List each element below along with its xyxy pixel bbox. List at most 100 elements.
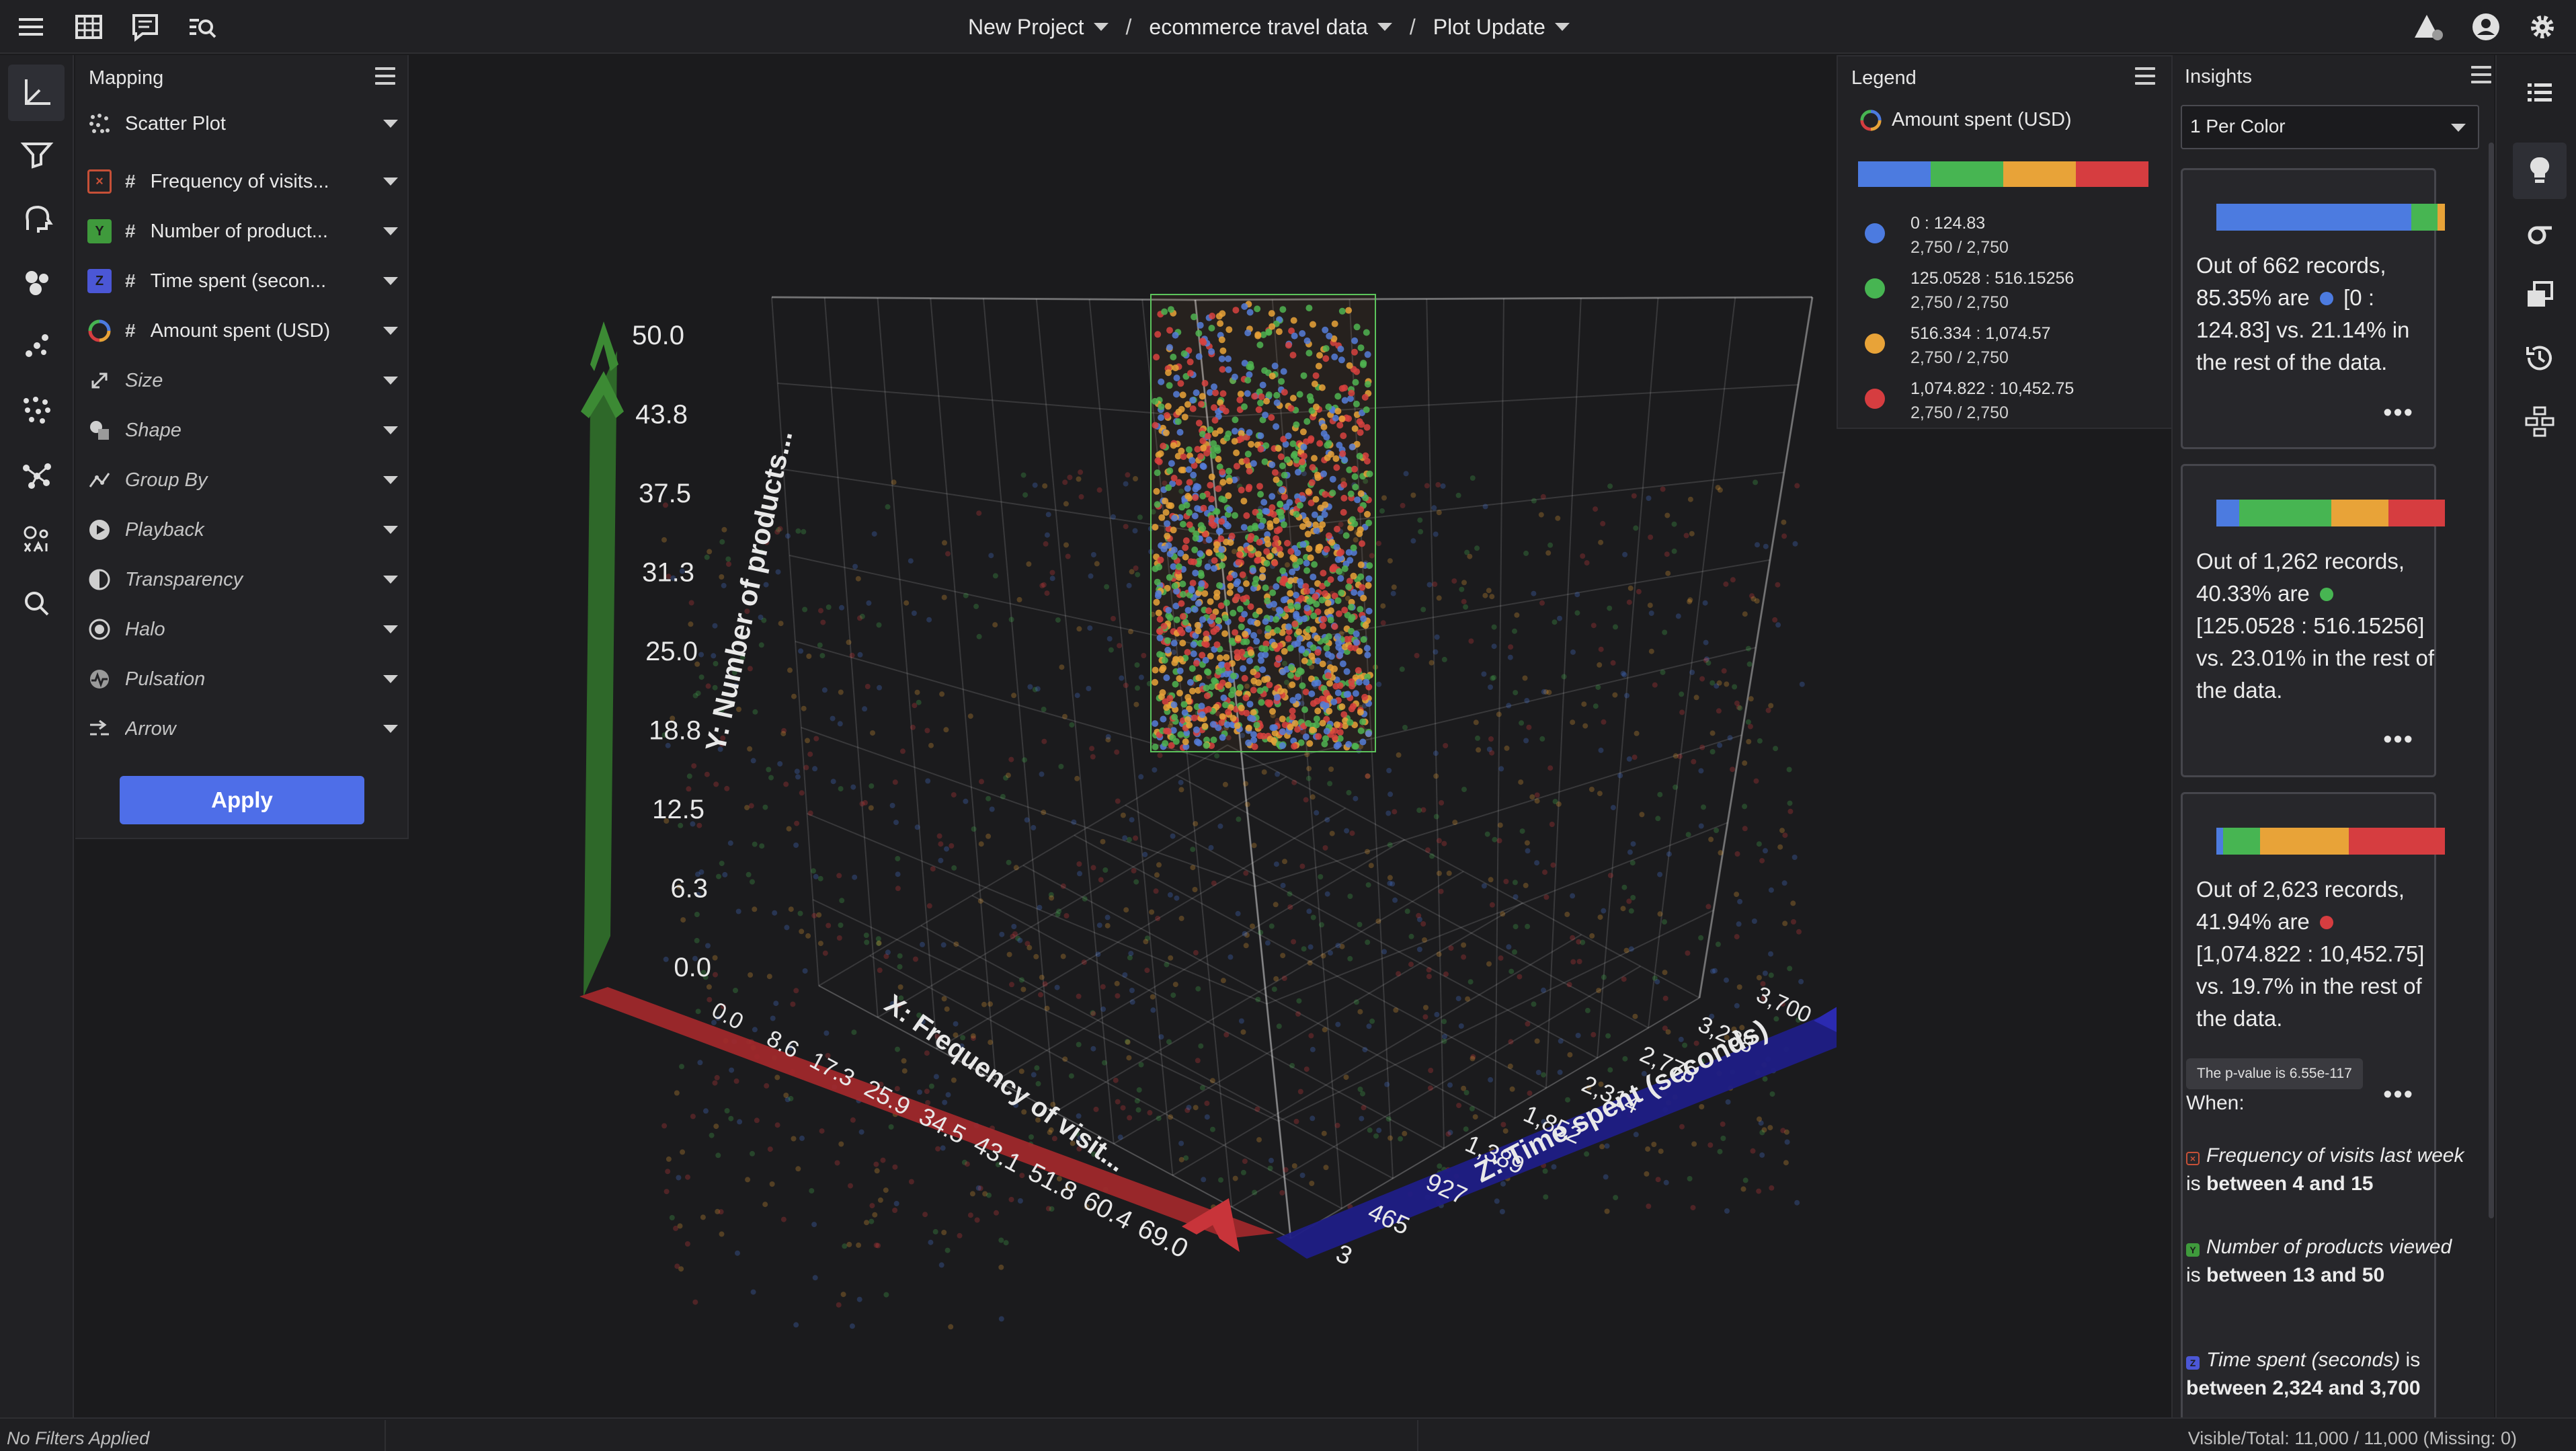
data-point bbox=[1155, 915, 1161, 921]
legend-item[interactable]: 1,074.822 : 10,452.75 2,750 / 2,750 bbox=[1865, 379, 2161, 433]
data-point bbox=[745, 1177, 751, 1183]
mapping-transparency-row[interactable]: Transparency bbox=[87, 559, 403, 600]
mapping-menu-icon[interactable] bbox=[375, 67, 395, 85]
data-point bbox=[1599, 1144, 1605, 1150]
legend-item[interactable]: 125.0528 : 516.15256 2,750 / 2,750 bbox=[1865, 269, 2161, 323]
size-label: Size bbox=[125, 369, 163, 391]
mapping-shape-row[interactable]: Shape bbox=[87, 410, 403, 450]
data-point bbox=[759, 843, 765, 849]
data-point bbox=[1584, 560, 1590, 566]
lightbulb-icon[interactable] bbox=[2522, 153, 2557, 188]
insights-menu-icon[interactable] bbox=[2471, 66, 2491, 83]
breadcrumb-project[interactable]: New Project bbox=[968, 15, 1109, 40]
mapping-size-row[interactable]: Size bbox=[87, 360, 403, 401]
data-point bbox=[1768, 703, 1774, 709]
data-point bbox=[1718, 850, 1724, 856]
insight-color-dot bbox=[2319, 292, 2333, 305]
mapping-pulsation-row[interactable]: Pulsation bbox=[87, 659, 403, 699]
data-point bbox=[1687, 598, 1693, 604]
data-point bbox=[1750, 596, 1757, 602]
data-point bbox=[864, 1220, 869, 1226]
data-point bbox=[1168, 742, 1175, 749]
data-point bbox=[896, 1002, 902, 1008]
condition-y: Y Number of products viewed is between 13… bbox=[2186, 1233, 2468, 1290]
mapping-x-row[interactable]: × # Frequency of visits... bbox=[87, 161, 403, 202]
data-point bbox=[1022, 757, 1027, 763]
history-icon[interactable] bbox=[2522, 340, 2557, 375]
notes-icon[interactable] bbox=[128, 9, 163, 44]
data-point bbox=[1384, 1081, 1390, 1087]
mapping-halo-row[interactable]: Halo bbox=[87, 609, 403, 650]
mapping-y-row[interactable]: Y # Number of product... bbox=[87, 211, 403, 251]
ai-head-icon[interactable] bbox=[18, 200, 56, 238]
search-data-icon[interactable] bbox=[186, 9, 220, 44]
insights-scrollbar[interactable] bbox=[2489, 143, 2494, 1218]
data-point bbox=[1208, 520, 1215, 527]
data-point bbox=[1115, 1099, 1121, 1105]
data-point bbox=[1304, 531, 1312, 538]
insight-more-button[interactable]: ••• bbox=[2383, 399, 2414, 427]
legend-item[interactable]: 0 : 124.83 2,750 / 2,750 bbox=[1865, 214, 2161, 268]
data-point bbox=[1690, 1205, 1696, 1211]
breadcrumb-dataset[interactable]: ecommerce travel data bbox=[1149, 15, 1392, 40]
insights-mode-select[interactable]: 1 Per Color bbox=[2181, 105, 2479, 149]
xai-icon[interactable] bbox=[18, 520, 56, 558]
data-point bbox=[781, 728, 787, 734]
data-point bbox=[1027, 945, 1033, 951]
mapping-color-row[interactable]: # Amount spent (USD) bbox=[87, 311, 403, 351]
data-point bbox=[1791, 919, 1796, 925]
account-icon[interactable] bbox=[2468, 9, 2503, 44]
data-point bbox=[1158, 514, 1166, 521]
data-point bbox=[1363, 424, 1371, 431]
breadcrumb-plot[interactable]: Plot Update bbox=[1433, 15, 1570, 40]
hierarchy-icon[interactable] bbox=[2522, 403, 2557, 438]
mapping-arrow-row[interactable]: Arrow bbox=[87, 709, 403, 749]
apply-button[interactable]: Apply bbox=[120, 776, 364, 824]
filter-icon[interactable] bbox=[18, 136, 56, 173]
anomaly-icon[interactable] bbox=[18, 391, 56, 429]
data-point bbox=[1422, 937, 1427, 943]
insight-more-button[interactable]: ••• bbox=[2383, 726, 2414, 754]
legend-menu-icon[interactable] bbox=[2135, 67, 2155, 85]
data-point bbox=[727, 840, 733, 846]
insight-card[interactable]: Out of 1,262 records, 40.33% are [125.05… bbox=[2181, 464, 2445, 777]
mapping-groupby-row[interactable]: Group By bbox=[87, 460, 403, 500]
data-point bbox=[1173, 588, 1180, 595]
plot-area[interactable]: Y: Number of products... X: Frequency of … bbox=[409, 55, 1854, 1417]
search-icon[interactable] bbox=[18, 585, 56, 623]
data-point bbox=[1353, 795, 1359, 801]
data-point bbox=[1117, 643, 1123, 649]
data-point bbox=[1236, 689, 1243, 697]
data-point bbox=[1214, 753, 1220, 759]
data-point bbox=[1767, 1125, 1773, 1131]
network-icon[interactable] bbox=[18, 456, 56, 494]
data-point bbox=[1219, 713, 1226, 720]
data-point bbox=[1280, 596, 1287, 604]
insight-card[interactable]: Out of 662 records, 85.35% are [0 : 124.… bbox=[2181, 168, 2445, 449]
data-point bbox=[1314, 608, 1322, 615]
data-point bbox=[1133, 565, 1139, 571]
sigma-icon[interactable] bbox=[2522, 215, 2557, 250]
hamburger-menu-icon[interactable] bbox=[13, 9, 48, 44]
gear-icon[interactable] bbox=[2525, 9, 2560, 44]
legend-range: 1,074.822 : 10,452.75 bbox=[1910, 379, 2075, 398]
layers-icon[interactable] bbox=[2522, 277, 2557, 312]
legend-count: 2,750 / 2,750 bbox=[1910, 293, 2009, 312]
data-point bbox=[1531, 498, 1537, 504]
axes-mapping-icon[interactable] bbox=[18, 74, 56, 112]
data-point bbox=[663, 1189, 670, 1195]
data-point bbox=[1746, 661, 1753, 667]
mapping-playback-row[interactable]: Playback bbox=[87, 510, 403, 550]
legend-item[interactable]: 516.334 : 1,074.57 2,750 / 2,750 bbox=[1865, 324, 2161, 378]
mapping-z-row[interactable]: Z # Time spent (secon... bbox=[87, 261, 403, 301]
scatter-points-icon[interactable] bbox=[18, 328, 56, 366]
scatter-3d-canvas[interactable]: Y: Number of products...X: Frequency of … bbox=[409, 55, 1854, 1417]
data-point bbox=[1352, 690, 1359, 697]
list-view-icon[interactable] bbox=[2522, 75, 2557, 110]
alert-icon[interactable] bbox=[2412, 9, 2447, 44]
clusters-icon[interactable] bbox=[18, 264, 56, 301]
y-tick-label: 6.3 bbox=[670, 874, 708, 904]
data-point bbox=[1780, 1128, 1786, 1134]
table-icon[interactable] bbox=[71, 9, 106, 44]
plot-type-select[interactable]: Scatter Plot bbox=[87, 104, 403, 144]
